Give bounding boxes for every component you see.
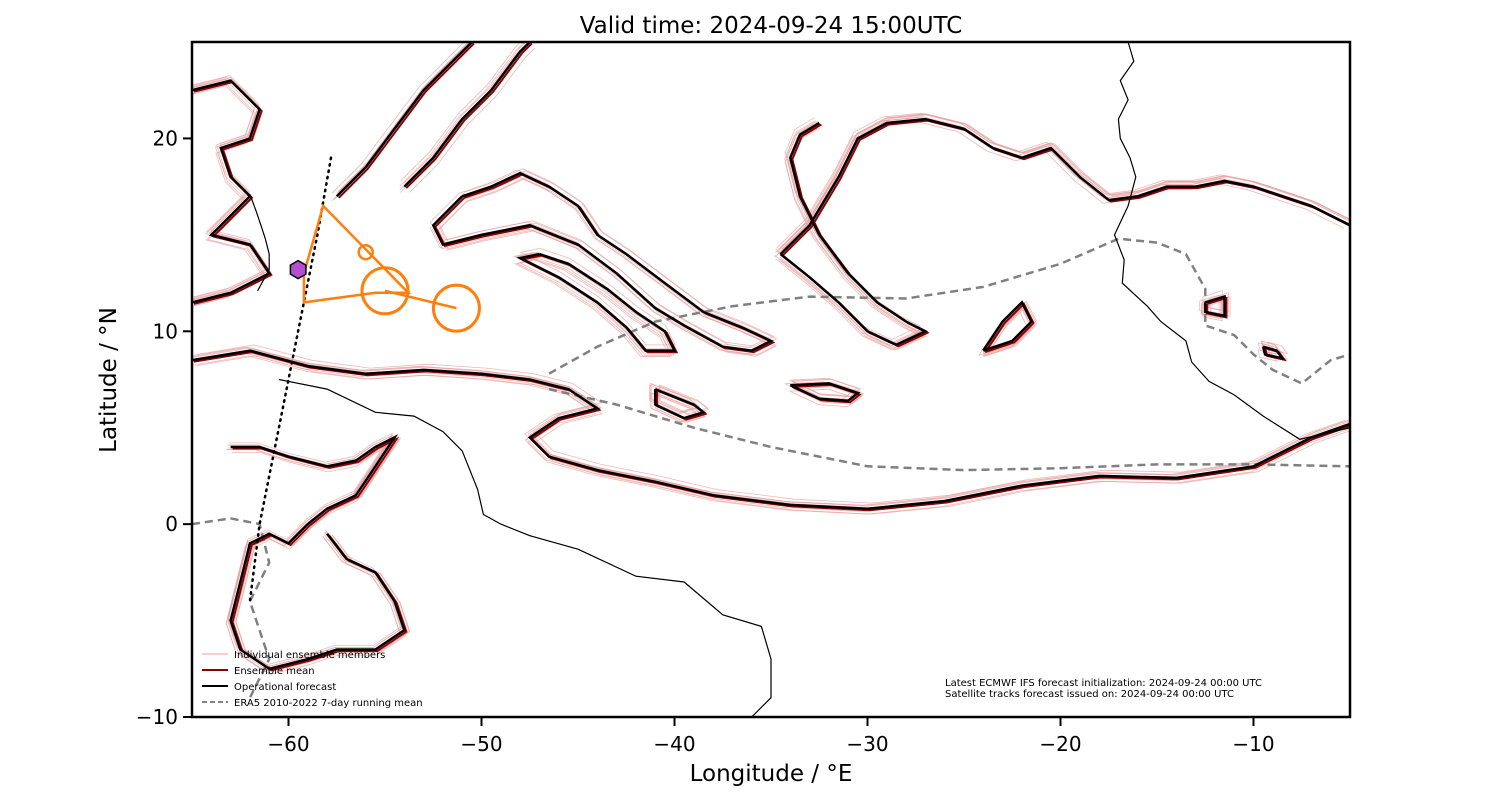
- legend-climatology-label: ERA5 2010-2022 7-day running mean: [234, 698, 423, 709]
- ensemble-member-line: [649, 384, 699, 415]
- legend-mean-label: Ensemble mean: [234, 666, 315, 677]
- operational-line: [779, 117, 1350, 255]
- coastline: [278, 378, 772, 717]
- x-tick-label: −40: [653, 732, 695, 756]
- ensemble-member-line: [231, 441, 406, 675]
- plot-background: [192, 42, 1350, 717]
- ensemble-member-line: [331, 42, 465, 194]
- note-initialization: Latest ECMWF IFS forecast initialization…: [945, 678, 1262, 689]
- ensemble-member-line: [513, 259, 671, 357]
- operational-line: [229, 434, 406, 671]
- ensemble-mean-line: [1206, 296, 1228, 319]
- climatology-line: [548, 237, 1350, 385]
- ensemble-member-line: [518, 258, 675, 356]
- y-tick-label: 10: [153, 319, 178, 343]
- ensemble-member-line: [789, 388, 859, 408]
- x-tick-label: −20: [1039, 732, 1081, 756]
- ensemble-member-line: [399, 42, 526, 187]
- x-tick-label: −50: [460, 732, 502, 756]
- ensemble-member-line: [779, 125, 926, 349]
- ensemble-member-line: [235, 437, 411, 671]
- operational-lines: [192, 42, 1350, 671]
- legend-members-label: Individual ensemble members: [234, 650, 385, 661]
- operational-line: [516, 252, 677, 352]
- track-point-small: [357, 243, 374, 261]
- observation-marker: [289, 259, 307, 280]
- operational-line: [335, 42, 473, 198]
- x-tick-label: −10: [1232, 732, 1274, 756]
- ensemble-member-line: [516, 259, 673, 357]
- ensemble-member-line: [1208, 292, 1229, 313]
- operational-line: [653, 387, 707, 420]
- plot-area: [192, 42, 1350, 717]
- ensemble-member-line: [779, 114, 1349, 250]
- operational-line: [789, 382, 861, 402]
- x-tick-label: −30: [846, 732, 888, 756]
- y-axis-label: Latitude / °N: [96, 307, 122, 453]
- x-tick-label: −60: [267, 732, 309, 756]
- x-axis-ticks: −60 −50 −40 −30 −20 −10: [267, 717, 1275, 756]
- operational-line: [192, 349, 1350, 510]
- y-tick-label: 20: [153, 126, 178, 150]
- hexagon-marker: [289, 259, 307, 280]
- ensemble-member-line: [437, 178, 777, 357]
- operational-line: [403, 42, 531, 188]
- storm-track-polygon: [302, 203, 412, 304]
- operational-line: [1204, 294, 1226, 318]
- y-tick-label: 0: [165, 512, 178, 536]
- operational-line: [779, 121, 929, 347]
- coastline: [249, 194, 270, 292]
- ensemble-member-line: [192, 346, 1346, 506]
- ensemble-member-line: [336, 42, 470, 194]
- ensemble-mean-line: [405, 42, 533, 189]
- ensemble-member-line: [192, 75, 270, 298]
- storm-track: [302, 203, 481, 333]
- ensemble-member-line: [409, 47, 536, 193]
- ensemble-mean-line: [231, 436, 408, 672]
- storm-track-segment: [384, 289, 457, 310]
- ensemble-member-line: [192, 79, 265, 301]
- ensemble-member-line: [196, 344, 1350, 504]
- operational-line: [431, 171, 774, 352]
- ensemble-member-line: [649, 383, 700, 413]
- track-point-circle: [360, 266, 410, 316]
- legend-operational-label: Operational forecast: [234, 682, 336, 693]
- legend: Individual ensemble members Ensemble mean…: [202, 650, 423, 709]
- ensemble-member-line: [1267, 341, 1289, 355]
- ensemble-member-line: [519, 248, 676, 346]
- ensemble-mean-line: [193, 80, 273, 305]
- ensemble-member-line: [403, 42, 527, 184]
- ensemble-member-line: [1261, 340, 1283, 354]
- operational-line: [982, 300, 1034, 352]
- ensemble-member-line: [658, 384, 709, 415]
- climatology-lines: [192, 237, 1350, 699]
- ensemble-member-line: [781, 113, 1350, 250]
- y-tick-label: −10: [136, 705, 178, 729]
- plot-frame: [190, 40, 1352, 719]
- x-axis-label: Longitude / °E: [690, 761, 853, 787]
- climatology-line: [192, 517, 271, 699]
- note-satellite: Satellite tracks forecast issued on: 202…: [945, 689, 1234, 700]
- chart-title: Valid time: 2024-09-24 15:00UTC: [580, 13, 963, 39]
- y-axis-ticks: −10 0 10 20: [136, 126, 192, 729]
- ensemble-member-line: [400, 42, 522, 182]
- climatology-line: [548, 387, 1350, 472]
- operational-line: [1261, 345, 1286, 361]
- coastline: [1113, 42, 1350, 440]
- track-point-circle: [431, 283, 481, 333]
- ensemble-mean-line: [338, 42, 475, 199]
- operational-line: [192, 79, 272, 304]
- ensemble-member-line: [1202, 300, 1223, 322]
- ensemble-member-line: [192, 355, 1349, 515]
- coastlines: [249, 42, 1350, 717]
